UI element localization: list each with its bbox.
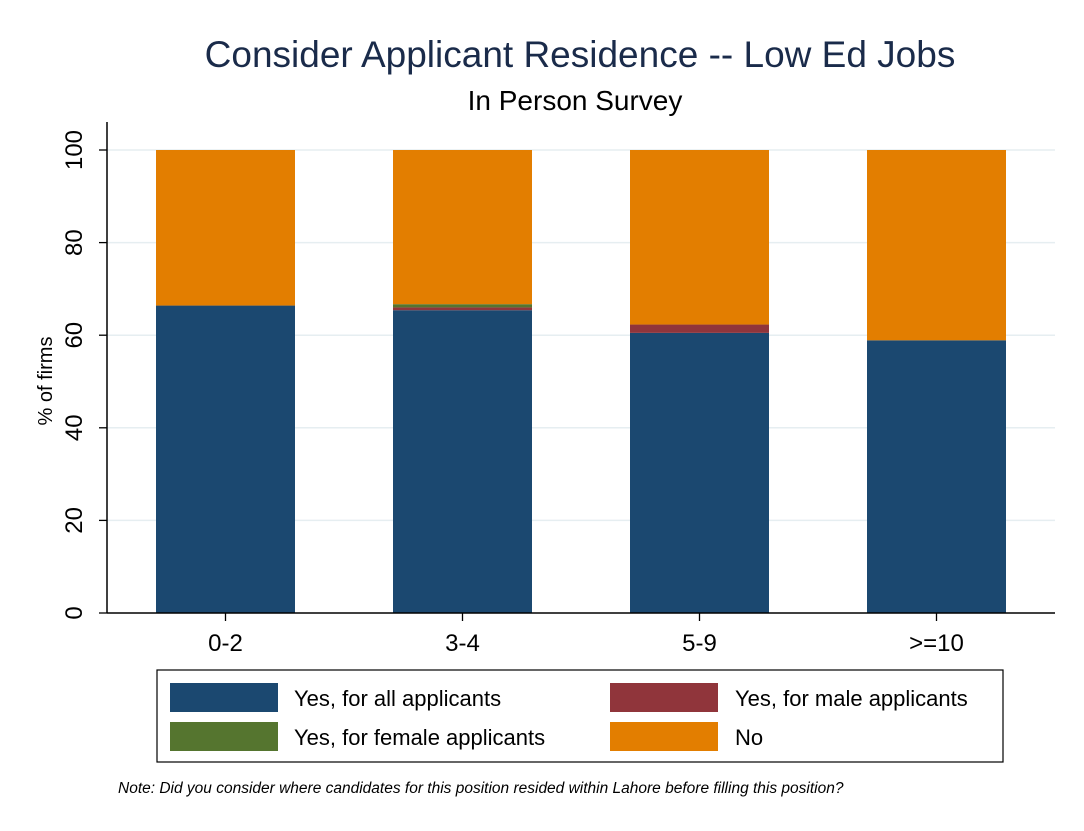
bars: [156, 150, 1006, 613]
chart-subtitle: In Person Survey: [468, 85, 683, 116]
x-tick-label: >=10: [909, 630, 964, 657]
bar-segment: [393, 307, 532, 311]
y-tick-label: 100: [61, 130, 88, 170]
bar-segment: [393, 310, 532, 613]
bar-segment: [630, 332, 769, 613]
legend-label-yes-female: Yes, for female applicants: [294, 725, 545, 750]
axes: 0 20 40 60 80 100 0-2 3-4 5-9 >=10: [61, 122, 1055, 657]
legend-label-yes-all: Yes, for all applicants: [294, 686, 501, 711]
legend-swatch-yes-male: [610, 683, 718, 712]
bar-segment: [156, 305, 295, 613]
y-tick-label: 0: [61, 606, 88, 619]
chart-title: Consider Applicant Residence -- Low Ed J…: [205, 34, 956, 75]
bar-segment: [393, 304, 532, 308]
bar-segment: [867, 150, 1006, 341]
y-tick-label: 80: [61, 229, 88, 256]
bar-segment: [630, 150, 769, 325]
y-axis-label: % of firms: [35, 337, 57, 426]
legend-swatch-yes-female: [170, 722, 278, 751]
y-tick-label: 60: [61, 322, 88, 349]
legend-swatch-yes-all: [170, 683, 278, 712]
legend-label-no: No: [735, 725, 763, 750]
y-tick-label: 20: [61, 507, 88, 534]
bar-segment: [156, 150, 295, 306]
x-tick-label: 0-2: [208, 630, 243, 657]
y-tick-label: 40: [61, 414, 88, 441]
legend-label-yes-male: Yes, for male applicants: [735, 686, 968, 711]
legend-swatch-no: [610, 722, 718, 751]
legend-box: [156, 669, 1004, 763]
bar-segment: [630, 324, 769, 333]
x-tick-label: 3-4: [445, 630, 480, 657]
bar-segment: [393, 150, 532, 305]
bar-segment: [867, 340, 1006, 613]
legend: Yes, for all applicants Yes, for male ap…: [156, 669, 1004, 763]
chart-note: Note: Did you consider where candidates …: [118, 780, 844, 797]
x-tick-label: 5-9: [682, 630, 717, 657]
